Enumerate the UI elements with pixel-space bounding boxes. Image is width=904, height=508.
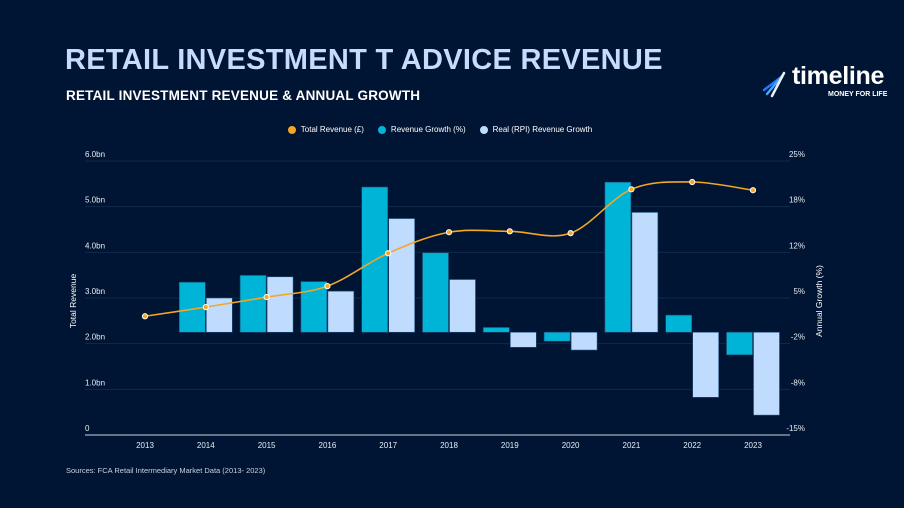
real-growth-bar: [388, 218, 416, 333]
y-axis-title: Total Revenue: [68, 274, 78, 329]
revenue-point: [445, 229, 453, 236]
real-growth-bar: [266, 276, 294, 333]
x-tick-label: 2023: [744, 441, 762, 450]
y2-tick-label: 5%: [793, 287, 805, 296]
real-growth-bar: [449, 279, 476, 333]
revenue-point: [749, 187, 757, 194]
y-tick-label: 4.0bn: [85, 241, 105, 250]
legend-label: Real (RPI) Revenue Growth: [492, 125, 593, 134]
y2-tick-label: 18%: [789, 196, 805, 205]
x-tick-label: 2015: [258, 441, 276, 450]
revenue-point: [506, 228, 513, 235]
real-growth-bar: [570, 331, 598, 351]
y-tick-label: 3.0bn: [85, 287, 105, 296]
x-tick-label: 2021: [623, 441, 641, 450]
x-tick-label: 2016: [319, 441, 337, 450]
y-tick-label: 6.0bn: [85, 150, 105, 159]
real-growth-bar: [753, 331, 780, 416]
y2-axis-title: Annual Growth (%): [814, 265, 824, 337]
real-growth-bar: [631, 212, 659, 333]
real-growth-bar: [509, 331, 537, 348]
y-tick-label: 0: [85, 424, 90, 433]
legend-label: Revenue Growth (%): [390, 125, 466, 134]
legend: Total Revenue (£) Revenue Growth (%) Rea…: [0, 125, 892, 134]
growth-bar: [665, 314, 693, 333]
y-tick-label: 2.0bn: [85, 333, 105, 342]
legend-swatch-revenue: [287, 125, 296, 134]
growth-bar: [543, 331, 571, 342]
revenue-point: [567, 230, 574, 237]
timeline-logo: timeline MONEY FOR LIFE: [762, 62, 892, 106]
x-tick-label: 2017: [379, 441, 397, 450]
revenue-point: [689, 178, 696, 186]
logo-tagline: MONEY FOR LIFE: [828, 91, 888, 98]
source-note: Sources: FCA Retail Intermediary Market …: [66, 466, 266, 475]
revenue-point: [628, 186, 635, 193]
growth-bar: [239, 275, 267, 333]
revenue-point: [202, 304, 209, 311]
growth-bar: [482, 327, 510, 333]
x-tick-label: 2018: [440, 441, 458, 450]
revenue-line: [144, 181, 754, 318]
x-tick-label: 2014: [197, 441, 215, 450]
logo-wordmark: timeline: [792, 62, 885, 90]
x-tick-label: 2022: [683, 441, 701, 450]
y-tick-label: 5.0bn: [85, 196, 105, 205]
revenue-point: [324, 283, 331, 290]
y-tick-label: 1.0bn: [85, 378, 105, 387]
legend-swatch-real-growth: [479, 125, 488, 134]
x-tick-label: 2013: [136, 441, 154, 450]
legend-swatch-growth: [377, 125, 386, 134]
legend-item-real-growth[interactable]: Real (RPI) Revenue Growth: [479, 125, 593, 134]
revenue-point: [141, 313, 149, 320]
y2-tick-label: -8%: [791, 378, 805, 387]
real-growth-bar: [692, 331, 720, 398]
revenue-point: [385, 250, 392, 257]
growth-bar: [422, 252, 449, 333]
legend-item-growth[interactable]: Revenue Growth (%): [377, 125, 466, 134]
y2-tick-label: -15%: [786, 424, 805, 433]
logo-swoosh-icon: [762, 71, 786, 98]
x-tick-label: 2019: [501, 441, 519, 450]
legend-item-revenue[interactable]: Total Revenue (£): [287, 125, 364, 134]
growth-bar: [604, 181, 632, 333]
x-tick-label: 2020: [562, 441, 580, 450]
real-growth-bar: [327, 290, 355, 333]
growth-bar: [726, 331, 753, 356]
legend-label: Total Revenue (£): [300, 125, 364, 134]
revenue-point: [263, 293, 270, 301]
y2-tick-label: 12%: [789, 241, 805, 250]
y2-tick-label: 25%: [789, 150, 805, 159]
y2-tick-label: -2%: [791, 333, 805, 342]
chart-title: RETAIL INVESTMENT T ADVICE REVENUE: [65, 44, 663, 76]
chart-subtitle: RETAIL INVESTMENT REVENUE & ANNUAL GROWT…: [66, 88, 421, 103]
